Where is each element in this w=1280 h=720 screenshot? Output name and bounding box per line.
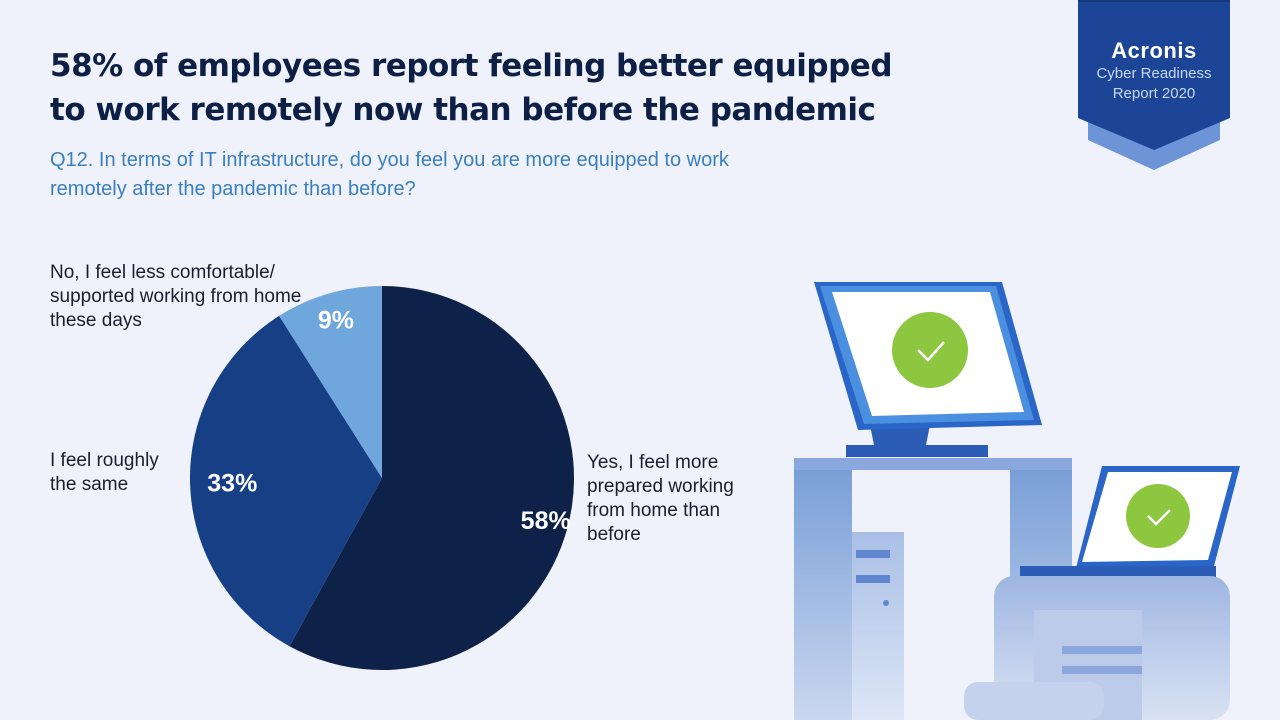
pie-value-label-no: 9% [318,306,354,334]
pie-slice-same [189,315,382,647]
badge-line-1: Cyber Readiness [1096,65,1212,82]
desktop-monitor-icon [814,282,1042,457]
slice-category-label-no: No, I feel less comfortable/ supported w… [50,262,302,331]
badge-line-2: Report 2020 [1112,85,1196,102]
badge-brand-logo: Acronis [1111,38,1197,63]
slice-category-label-yes: Yes, I feel more prepared working from h… [587,452,734,545]
badge-text: Acronis Cyber Readiness Report 2020 [1078,38,1230,104]
pie-value-label-yes: 58% [521,507,571,535]
office-illustration [794,282,1240,720]
pie-value-label-same: 33% [207,470,257,498]
report-badge [1078,0,1230,170]
slice-category-label-same: I feel roughly the same [50,450,159,495]
pc-tower-icon [852,532,904,720]
page-title: 58% of employees report feeling better e… [50,48,893,128]
checkmark-icon [892,312,968,388]
page-subtitle: Q12. In terms of IT infrastructure, do y… [50,149,729,200]
pie-slice-no [279,286,382,478]
laptop-checkmark-icon [1126,484,1190,548]
pie-slice-yes [289,286,574,671]
laptop-icon [1020,466,1240,578]
printer-icon [964,576,1230,720]
